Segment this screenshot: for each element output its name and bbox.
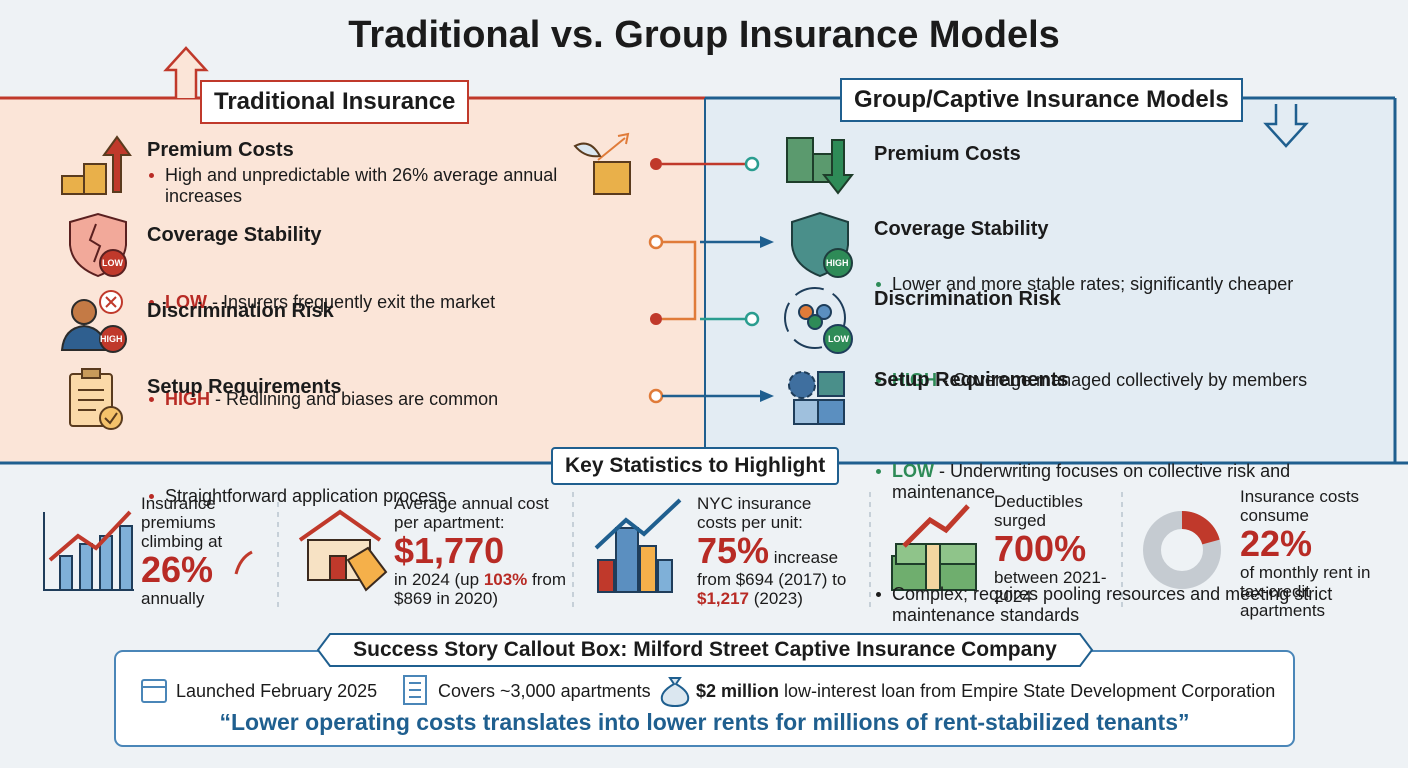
stat-note: annually (141, 589, 205, 608)
item-text: - Insurers frequently exit the market (212, 292, 496, 312)
donut-icon (1143, 510, 1221, 589)
item-text: - Coverage managed collectively by membe… (942, 370, 1308, 390)
item-title: Discrimination Risk (147, 300, 334, 322)
item-title: Coverage Stability (874, 218, 1049, 240)
stat-note: (2023) (753, 589, 803, 608)
shield-icon (791, 211, 853, 278)
stat-note: of monthly rent in tax-credit apartments (1240, 563, 1371, 620)
title: Traditional vs. Group Insurance Models (348, 14, 1060, 56)
item-text: HIGH - Coverage managed collectively by … (874, 370, 1408, 391)
stat-lead: NYC insurance costs per unit: (697, 494, 812, 532)
money-icon (891, 504, 977, 591)
moneybag-icon (660, 677, 690, 708)
level: LOW (165, 292, 207, 312)
fact: Covers ~3,000 apartments (438, 681, 651, 701)
level: HIGH (892, 370, 937, 390)
item-text: LOW - Underwriting focuses on collective… (874, 461, 1342, 503)
quote: “Lower operating costs translates into l… (219, 709, 1190, 735)
stat-highlight: 103% (483, 570, 528, 589)
level: HIGH (165, 389, 210, 409)
item-text: Complex; requires pooling resources and … (874, 584, 1342, 626)
item-title: Premium Costs (874, 143, 1021, 165)
icon-badge: LOW (828, 334, 849, 344)
stat: Average annual cost per apartment: $1,77… (394, 494, 569, 608)
callout-heading: Success Story Callout Box: Milford Stree… (353, 638, 1057, 661)
connectors (648, 156, 774, 404)
stat: NYC insurance costs per unit: 75% increa… (697, 494, 847, 608)
coins-down-icon (786, 137, 855, 195)
stat-figure: 26% (141, 549, 214, 590)
item-text: - Underwriting focuses on collective ris… (892, 461, 1291, 502)
icon-badge: HIGH (826, 258, 849, 268)
item-text: High and unpredictable with 26% average … (147, 165, 595, 207)
stat-note: increase from $694 (2017) to (697, 548, 847, 589)
building-icon (403, 675, 427, 705)
stat-figure: 75% (697, 530, 770, 571)
person-icon (60, 290, 127, 353)
callout-ribbon (316, 633, 1094, 667)
item-title: Discrimination Risk (874, 288, 1061, 310)
stat-figure: $1,770 (394, 530, 505, 571)
stat-lead: Average annual cost per apartment: (394, 494, 549, 532)
stats-heading: Key Statistics to Highlight (551, 447, 840, 485)
growth-chart-icon (43, 510, 253, 591)
item-title: Premium Costs (147, 139, 294, 161)
clipboard-icon (69, 368, 123, 430)
icon-badge: HIGH (100, 334, 123, 344)
winged-coins-icon (573, 132, 631, 195)
loan-amount: $2 million (696, 681, 780, 701)
item-title: Coverage Stability (147, 224, 322, 246)
loan-text: low-interest loan from Empire State Deve… (784, 681, 1276, 701)
item-text: Lower and more stable rates; significant… (874, 274, 1408, 295)
stat-lead: Deductibles surged (994, 492, 1083, 530)
coins-up-icon (61, 135, 132, 195)
stat-figure: 22% (1240, 523, 1313, 564)
house-tag-icon (298, 509, 388, 592)
calendar-icon (141, 679, 167, 703)
stat-lead: Insurance costs consume (1240, 487, 1360, 525)
item-text: LOW - Insurers frequently exit the marke… (147, 292, 1408, 313)
stat-note: in 2024 (up (394, 570, 480, 589)
item-text: HIGH - Redlining and biases are common (147, 389, 1408, 410)
stat-note: from $869 in 2020) (394, 570, 567, 608)
stat: Insurance costs consume 22% of monthly r… (1240, 487, 1375, 620)
fact: Launched February 2025 (176, 681, 378, 701)
item-text: Straightforward application process (147, 486, 1408, 507)
item-title: Setup Requirements (874, 369, 1069, 391)
stat-note: between 2021-2024 (994, 568, 1107, 606)
down-arrow (1263, 104, 1309, 148)
left-heading: Traditional Insurance (200, 80, 470, 124)
icon-badge: LOW (102, 258, 123, 268)
gear-puzzle-icon (788, 371, 845, 425)
item-title: Setup Requirements (147, 376, 342, 398)
stat-highlight: $1,217 (697, 589, 749, 608)
right-heading: Group/Captive Insurance Models (840, 78, 1243, 122)
group-icon (784, 287, 853, 354)
fact: $2 million low-interest loan from Empire… (696, 681, 1275, 702)
skyline-icon (594, 498, 682, 593)
stat-lead: Insurance premiums climbing at (141, 494, 223, 551)
level: LOW (892, 461, 934, 481)
stat-figure: 700% (994, 528, 1087, 569)
stat: Insurance premiums climbing at 26% annua… (141, 494, 246, 608)
broken-shield-icon (69, 212, 127, 278)
up-arrow (163, 46, 209, 98)
item-text: - Redlining and biases are common (215, 389, 499, 409)
stat: Deductibles surged 700% between 2021-202… (994, 492, 1109, 606)
